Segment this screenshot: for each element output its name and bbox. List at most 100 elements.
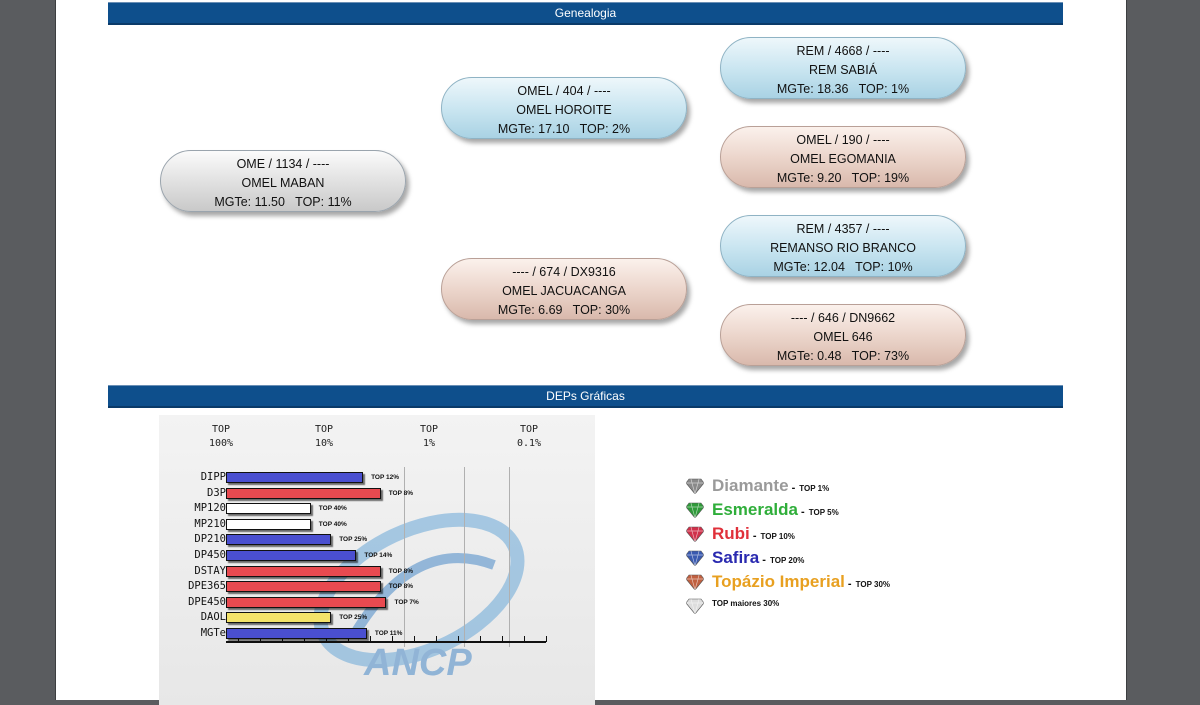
chart-category-label: DP450 [194,549,226,561]
legend-dash: - [759,554,766,566]
sire-dam-stats: MGTe: 9.20 TOP: 19% [776,171,910,185]
chart-category-label: MP120 [194,502,226,515]
deps-section-title: DEPs Gráficas [546,389,625,403]
pedigree-dam[interactable]: ---- / 674 / DX9316 OMEL JACUACANGA MGTe… [441,258,687,320]
chart-axis-tick [436,636,437,642]
column-header-line1: TOP [314,424,334,435]
chart-bar [226,472,364,483]
sire-stats: MGTe: 17.10 TOP: 2% [497,122,631,136]
chart-axis-tick [502,636,503,642]
report-page: Genealogia OME / 1134 / ---- OMEL MABAN … [55,0,1127,705]
legend-item-name: Topázio Imperial - TOP 30% [712,572,890,595]
deps-chart: ANCP TOP 100% TOP 10% TOP 1% TOP 0.1% DIPP TOP 12… [159,415,595,705]
pedigree-sire-sire[interactable]: REM / 4668 / ---- REM SABIÁ MGTe: 18.36 … [720,37,966,99]
chart-bar [226,596,387,608]
column-header-line1: TOP [419,424,439,435]
pedigree-dam-sire[interactable]: REM / 4357 / ---- REMANSO RIO BRANCO MGT… [720,215,966,277]
dam-dam-stats: MGTe: 0.48 TOP: 73% [776,349,910,363]
legend-gem-name: Rubi [712,524,750,543]
legend-gem-name: Topázio Imperial [712,572,845,591]
legend-gem-name: Safira [712,548,760,567]
column-header-line1: TOP [519,424,539,435]
gem-icon [686,574,704,590]
chart-axis-tick [524,636,525,642]
chart-bar-value-label: TOP 7% [394,598,419,606]
animal-stats: MGTe: 11.50 TOP: 11% [214,195,352,209]
chart-gridline [509,467,510,647]
legend-item-name: Esmeralda - TOP 5% [712,500,839,523]
chart-category-label: MGTe [200,627,226,639]
sire-sire-name: REM SABIÁ [808,63,878,77]
legend-dash: - [844,578,852,590]
gem-icon [686,550,704,566]
chart-bar [226,628,367,639]
chart-bar-value-label: TOP 12% [371,474,400,481]
chart-gridline [404,467,405,647]
chart-axis-tick [304,636,305,642]
chart-bar-value-label: TOP 14% [364,552,393,559]
chart-bar [226,518,311,530]
chart-bar [226,487,381,499]
chart-column-header: TOP 100% [201,423,241,451]
dam-sire-id: REM / 4357 / ---- [796,222,890,236]
pedigree-dam-dam[interactable]: ---- / 646 / DN9662 OMEL 646 MGTe: 0.48 … [720,304,966,366]
column-header-line2: 1% [422,438,436,449]
chart-bar-value-label: TOP 40% [318,505,347,513]
legend-item-top: TOP 20% [769,556,805,565]
legend-item-top: TOP 30% [855,580,890,589]
chart-bar-value-label: TOP 11% [374,630,403,637]
chart-column-header: TOP 0.1% [509,423,549,451]
chart-bar-value-label: TOP 8% [388,583,414,591]
legend-item-name: Safira - TOP 20% [712,548,804,571]
gem-icon [686,478,704,494]
dam-dam-name: OMEL 646 [813,330,873,344]
chart-column-header: TOP 1% [409,423,449,451]
chart-category-label: DSTAY [194,564,226,577]
chart-category-label: DP210 [194,533,226,546]
chart-category-label: DAOL [200,611,226,624]
legend-dash: - [749,530,757,542]
column-header-line2: 0.1% [516,438,542,449]
chart-gridline [464,467,465,647]
sire-dam-id: OMEL / 190 / ---- [796,133,890,147]
chart-bar [226,581,381,593]
dam-dam-id: ---- / 646 / DN9662 [790,311,896,325]
genealogy-section-header: Genealogia [108,2,1063,25]
chart-bar-value-label: TOP 25% [339,536,368,544]
chart-category-label: DIPP [200,471,226,483]
column-header-line1: TOP [211,424,231,435]
chart-x-axis [226,641,546,643]
pedigree-sire-dam[interactable]: OMEL / 190 / ---- OMEL EGOMANIA MGTe: 9.… [720,126,966,188]
legend-dash: - [798,506,805,518]
chart-category-label: MP210 [194,517,226,530]
genealogy-section-title: Genealogia [554,6,617,20]
chart-column-header: TOP 10% [304,423,344,451]
chart-bar [226,565,381,577]
sire-dam-name: OMEL EGOMANIA [790,152,896,166]
dam-sire-name: REMANSO RIO BRANCO [770,241,916,255]
legend-item-top: TOP 10% [760,532,795,541]
deps-section-header: DEPs Gráficas [108,385,1063,408]
chart-axis-tick [370,636,371,642]
sire-sire-id: REM / 4668 / ---- [796,44,890,58]
chart-bar [226,550,357,561]
chart-category-label: DPE365 [188,580,226,593]
chart-axis-tick [392,636,393,642]
chart-bar-value-label: TOP 8% [388,489,414,497]
sire-name: OMEL HOROITE [516,103,612,117]
gem-icon [686,502,704,518]
sire-id: OMEL / 404 / ---- [517,84,611,98]
pedigree-animal[interactable]: OME / 1134 / ---- OMEL MABAN MGTe: 11.50… [160,150,406,212]
gem-icon [686,598,704,614]
chart-axis-tick [458,636,459,642]
chart-bar-value-label: TOP 40% [318,520,347,528]
pedigree-sire[interactable]: OMEL / 404 / ---- OMEL HOROITE MGTe: 17.… [441,77,687,139]
dam-name: OMEL JACUACANGA [502,284,626,298]
legend-other-text: TOP maiores 30% [712,599,780,608]
chart-bar [226,503,311,515]
chart-bar-value-label: TOP 25% [339,614,368,622]
legend-dash: - [788,482,796,494]
animal-id: OME / 1134 / ---- [236,157,330,171]
chart-bar [226,612,332,624]
chart-axis-tick [260,636,261,642]
